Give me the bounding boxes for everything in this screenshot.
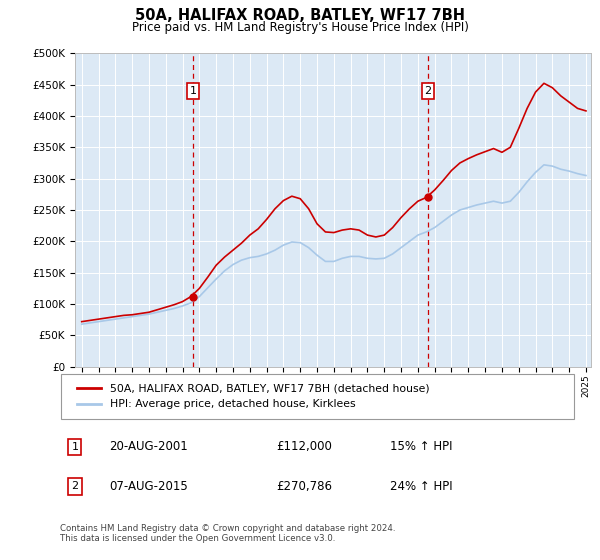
Legend: 50A, HALIFAX ROAD, BATLEY, WF17 7BH (detached house), HPI: Average price, detach: 50A, HALIFAX ROAD, BATLEY, WF17 7BH (det… [71,377,436,416]
Text: 50A, HALIFAX ROAD, BATLEY, WF17 7BH: 50A, HALIFAX ROAD, BATLEY, WF17 7BH [135,8,465,24]
Text: Contains HM Land Registry data © Crown copyright and database right 2024.
This d: Contains HM Land Registry data © Crown c… [60,524,395,543]
FancyBboxPatch shape [61,374,574,419]
Text: 2: 2 [424,86,431,96]
Text: 1: 1 [190,86,197,96]
Text: 07-AUG-2015: 07-AUG-2015 [109,480,188,493]
Text: 1: 1 [71,442,79,451]
Text: £270,786: £270,786 [277,480,333,493]
Text: 20-AUG-2001: 20-AUG-2001 [109,440,188,453]
Text: Price paid vs. HM Land Registry's House Price Index (HPI): Price paid vs. HM Land Registry's House … [131,21,469,34]
Text: 2: 2 [71,482,79,491]
Text: 15% ↑ HPI: 15% ↑ HPI [390,440,453,453]
Text: 24% ↑ HPI: 24% ↑ HPI [390,480,453,493]
Text: £112,000: £112,000 [277,440,332,453]
